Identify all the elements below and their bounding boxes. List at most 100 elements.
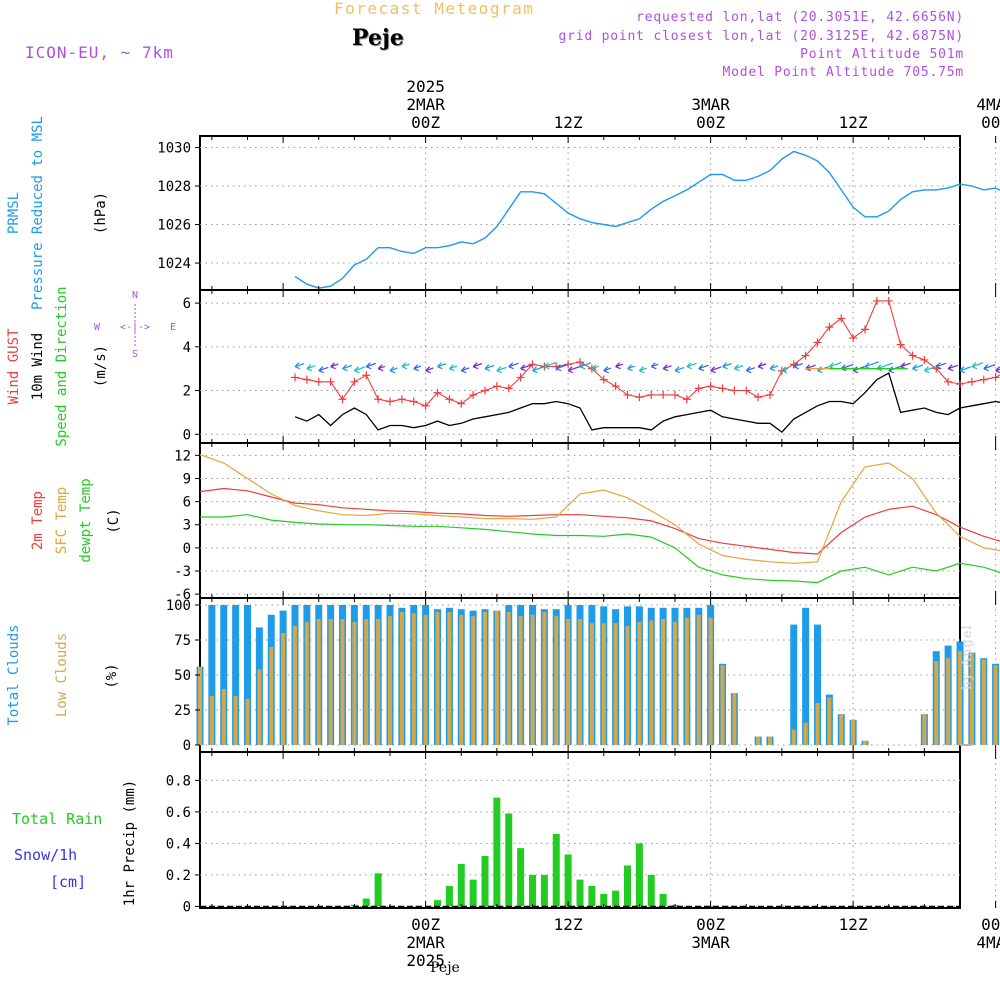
low-cloud-bar [269, 647, 274, 745]
panel-frames [199, 135, 961, 909]
wind-direction-arrow [745, 366, 755, 374]
low-cloud-bar [803, 722, 808, 745]
bottom-time-label: 4MAR [976, 933, 1000, 952]
total-cloud-bar [802, 607, 810, 745]
panel-label-wind-1: 10m Wind [30, 333, 46, 400]
gust-point [362, 371, 371, 380]
low-cloud-bar [958, 651, 962, 745]
ytick-label-pressure: 1028 [157, 179, 191, 195]
ytick-label-pressure: 1024 [157, 256, 191, 272]
gust-point [481, 386, 489, 395]
gust-point [302, 375, 311, 384]
gust-point [386, 397, 394, 406]
panel-frame-temperature [199, 442, 961, 599]
gust-point [374, 395, 383, 404]
top-time-label: 2025 [406, 77, 445, 96]
ytick-label-precip: 0 [183, 899, 191, 915]
wind-direction-arrow [532, 366, 545, 374]
rain-bar [576, 879, 584, 907]
panel-frame-pressure [199, 135, 961, 291]
low-cloud-bar [221, 689, 226, 745]
bottom-time-label: 00Z [696, 915, 725, 934]
gust-point [397, 395, 406, 404]
rain-bar [659, 893, 667, 907]
rain-bar [362, 898, 370, 907]
wind-direction-arrow [377, 364, 386, 372]
wind-direction-arrow [353, 366, 366, 374]
total-cloud-bar [814, 624, 821, 745]
top-time-label: 12Z [839, 113, 868, 132]
low-cloud-bar [589, 623, 594, 745]
rain-bar [647, 874, 655, 907]
wind-direction-arrow [852, 366, 865, 374]
low-cloud-bar [471, 616, 476, 745]
top-time-label: 00Z [696, 113, 725, 132]
wind-direction-arrow [900, 362, 911, 370]
wind-direction-arrow [401, 362, 410, 370]
gust-point [754, 393, 763, 402]
grid-lines [200, 136, 997, 908]
wind-direction-arrow [603, 366, 612, 374]
wind-direction-arrow [389, 366, 398, 374]
rain-bar [624, 865, 631, 907]
gust-point [647, 390, 656, 399]
gust-point [944, 377, 953, 386]
wind-direction-arrow [460, 366, 470, 374]
gust-point [991, 373, 1000, 382]
wind-direction-arrow [638, 366, 647, 374]
wind-direction-arrow [793, 362, 803, 370]
total-cloud-bar [790, 624, 798, 745]
low-cloud-bar [411, 613, 416, 745]
top-time-label: 2MAR [406, 95, 445, 114]
rain-bar [517, 848, 525, 907]
gust-point [884, 296, 893, 305]
low-cloud-bar [922, 714, 927, 745]
gust-point [291, 373, 299, 382]
top-time-label: 00Z [981, 113, 1000, 132]
compass-e: E [170, 322, 176, 333]
low-cloud-bar [376, 619, 381, 745]
grid-coords: grid point closest lon,lat (20.3125E, 42… [558, 29, 964, 44]
ytick-label-temperature: 12 [174, 448, 191, 464]
gust-point [611, 382, 620, 391]
ytick-label-precip: 0.6 [166, 805, 191, 821]
wind-direction-arrow [543, 362, 557, 370]
gust-point [421, 401, 430, 410]
rain-bar [564, 854, 572, 907]
pressure-line [294, 150, 1000, 289]
low-cloud-bar [637, 621, 642, 745]
wind-direction-arrow [733, 364, 744, 372]
gust-point [445, 395, 454, 404]
gust-point [326, 377, 335, 386]
wind-direction-arrow [650, 362, 659, 370]
low-cloud-bar [364, 619, 369, 745]
low-cloud-bar [613, 623, 618, 745]
gust-point [694, 384, 703, 393]
total-cloud-bar [220, 605, 228, 745]
low-cloud-bar [601, 623, 606, 745]
wind-direction-arrow [698, 364, 709, 372]
gust-point [314, 377, 323, 386]
bottom-station-label: Peje [430, 960, 460, 976]
wind-direction-arrow [959, 366, 972, 374]
low-cloud-bar [993, 665, 998, 745]
wind-direction-arrow [710, 366, 722, 374]
gust-point [409, 397, 418, 406]
low-cloud-bar [423, 614, 428, 745]
low-cloud-bar [839, 714, 844, 745]
wind-direction-arrow [983, 364, 996, 372]
wind-direction-arrow [413, 364, 422, 372]
wind-direction-arrow [318, 366, 329, 374]
wind-direction-arrow [947, 364, 958, 372]
wind-direction-arrow [615, 362, 624, 370]
total-cloud-bar [232, 605, 240, 745]
panel-frame-precip [199, 751, 961, 909]
model-label: ICON-EU, ~ 7km [25, 43, 174, 62]
low-cloud-bar [815, 703, 820, 745]
wind-direction-arrow [437, 362, 447, 370]
panel-label-pressure-0: PRMSL [6, 192, 22, 234]
low-cloud-bar [459, 614, 464, 745]
gust-point [682, 395, 691, 404]
panel-label-wind-2: Speed and Direction [54, 286, 70, 446]
gust-point [623, 390, 632, 399]
